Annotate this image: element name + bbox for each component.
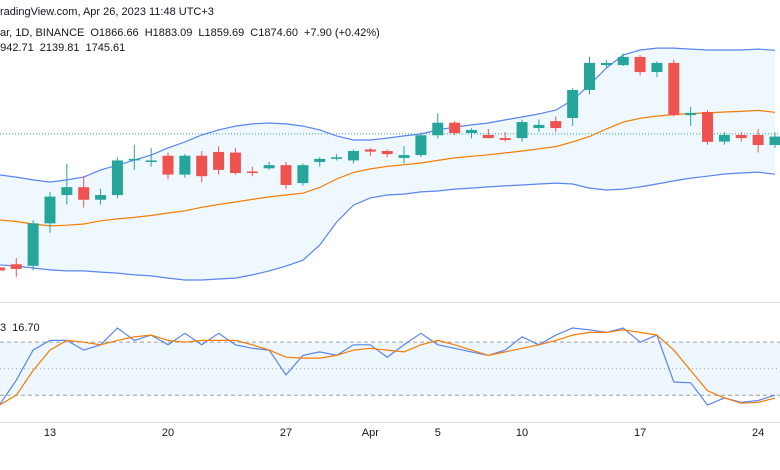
candle-body (702, 111, 714, 142)
legend-text: ar, 1D, BINANCE (0, 27, 84, 39)
legend-text: 3 (0, 322, 6, 334)
candle-body (111, 160, 123, 196)
candle-body (634, 56, 646, 73)
candle-body (550, 121, 562, 129)
candle-body (567, 89, 579, 118)
candle-body (246, 171, 258, 174)
candle-body (145, 160, 157, 163)
candle-body (668, 62, 680, 116)
band-fill (0, 48, 775, 280)
candle-body (449, 122, 461, 134)
candle-body (331, 157, 343, 159)
legend-text: +7.90 (+0.42%) (304, 27, 380, 39)
series-line (0, 329, 776, 406)
legend-text: 1942.71 (0, 42, 34, 54)
series-line (0, 47, 776, 183)
candle-body (735, 134, 747, 139)
candle-body (685, 112, 697, 116)
candle-body (179, 155, 191, 175)
candle-body (415, 135, 427, 156)
candle-body (162, 155, 174, 175)
candle-body (432, 122, 444, 136)
candle-body (0, 267, 5, 271)
chart-title: radingView.com, Apr 26, 2023 11:48 UTC+3 (0, 6, 214, 18)
x-tick-label: 17 (634, 427, 646, 439)
x-tick-label: 13 (44, 427, 56, 439)
candle-body (752, 134, 764, 146)
legend-text: H1883.09 (145, 27, 193, 39)
candle-body (533, 124, 545, 129)
candle-body (584, 62, 595, 90)
candle-body (297, 165, 309, 184)
candle-body (516, 122, 528, 139)
candle-body (213, 151, 225, 170)
candle-body (482, 134, 494, 139)
candle-body (27, 223, 39, 266)
x-tick-label: 24 (752, 427, 764, 439)
x-tick-label: 20 (162, 427, 174, 439)
legend-text: C1874.60 (250, 27, 298, 39)
candle-body (398, 155, 410, 158)
legend-text: 16.70 (12, 322, 40, 334)
candle-body (314, 158, 326, 163)
candle-body (499, 138, 511, 140)
x-tick-label: 5 (435, 427, 441, 439)
candle-body (364, 149, 376, 152)
legend-text: 1745.61 (86, 42, 126, 54)
x-tick-label: 10 (516, 427, 528, 439)
candle-body (381, 151, 393, 155)
candle-body (10, 264, 22, 269)
candle-body (769, 136, 780, 146)
candle-body (718, 134, 730, 142)
candle-body (465, 129, 477, 134)
candle-body (600, 62, 612, 66)
candle-body (95, 195, 107, 200)
candle-body (44, 196, 56, 224)
candle-body (617, 56, 629, 66)
candle-body (280, 165, 292, 185)
candle-body (229, 152, 241, 174)
candle-body (651, 62, 663, 73)
x-tick-label: 27 (280, 427, 292, 439)
series-line (0, 327, 776, 406)
legend-text: 2139.81 (40, 42, 80, 54)
candle-body (347, 151, 359, 161)
x-tick-label: Apr (362, 427, 379, 439)
candle-body (128, 158, 140, 161)
candle-body (263, 165, 275, 169)
series-line (0, 109, 776, 227)
candle-body (78, 187, 90, 200)
candle-body (196, 155, 208, 177)
legend-text: O1866.66 (90, 27, 138, 39)
legend-text: L1859.69 (198, 27, 244, 39)
series-line (0, 171, 776, 281)
candle-body (61, 187, 73, 196)
